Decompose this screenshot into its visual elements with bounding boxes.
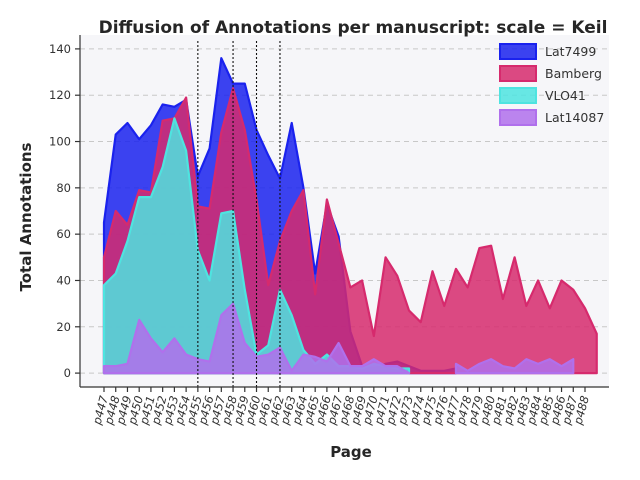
x-axis-label: Page	[330, 443, 372, 461]
y-tick-label: 20	[56, 320, 71, 334]
y-tick-label: 0	[64, 366, 71, 380]
legend-label-lat7499: Lat7499	[545, 44, 596, 59]
y-ticks: 0 20 40 60 80 100 120 140	[49, 42, 80, 380]
legend-swatch-bamberg	[500, 66, 536, 81]
y-tick-label: 80	[56, 181, 71, 195]
legend-label-bamberg: Bamberg	[545, 66, 602, 81]
chart-title: Diffusion of Annotations per manuscript:…	[99, 18, 608, 38]
legend-swatch-lat14087	[500, 110, 536, 125]
y-tick-label: 40	[56, 273, 71, 287]
y-tick-label: 140	[49, 42, 71, 56]
legend-label-lat14087: Lat14087	[545, 110, 604, 125]
legend-label-vlo41: VLO41	[545, 88, 586, 103]
y-tick-label: 60	[56, 227, 71, 241]
y-tick-label: 100	[49, 135, 71, 149]
y-axis-label: Total Annotations	[17, 142, 35, 291]
x-ticks: p447p448p449p450p451p452p453p454p455p456…	[90, 387, 592, 427]
y-tick-label: 120	[49, 88, 71, 102]
legend-swatch-lat7499	[500, 44, 536, 59]
legend-swatch-vlo41	[500, 88, 536, 103]
